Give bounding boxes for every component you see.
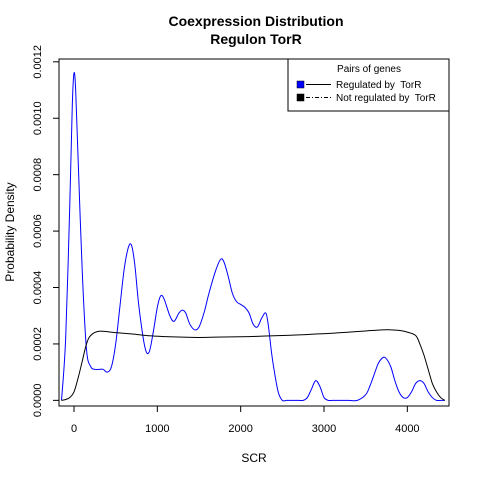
- chart-subtitle: Regulon TorR: [210, 31, 302, 47]
- y-tick-label: 0.0002: [32, 327, 44, 361]
- y-tick-label: 0.0008: [32, 158, 44, 192]
- y-tick-label: 0.0004: [32, 271, 44, 305]
- legend-swatch-not-regulated: [296, 93, 305, 102]
- y-axis-label: Probability Density: [3, 182, 17, 281]
- x-axis: 0 1000 2000 3000 4000: [71, 406, 420, 435]
- x-axis-label: SCR: [241, 451, 267, 465]
- legend: Pairs of genes Regulated by TorR Not reg…: [287, 58, 450, 112]
- y-axis: 0.0000 0.0002 0.0004 0.0006 0.0008 0.0010 0.00…: [32, 45, 59, 417]
- legend-swatch-regulated: [296, 80, 305, 89]
- x-tick-label: 2000: [228, 423, 252, 435]
- chart-title: Coexpression Distribution: [168, 13, 343, 29]
- y-tick-label: 0.0012: [32, 45, 44, 79]
- legend-label-regulated: Regulated by TorR: [336, 80, 421, 91]
- x-tick-label: 4000: [395, 423, 419, 435]
- series-line-regulated: [61, 72, 445, 402]
- x-tick-label: 3000: [312, 423, 336, 435]
- y-tick-label: 0.0006: [32, 214, 44, 248]
- series-line-not-regulated: [61, 329, 446, 401]
- legend-label-not-regulated: Not regulated by TorR: [336, 93, 436, 104]
- legend-title: Pairs of genes: [337, 64, 401, 75]
- x-tick-label: 1000: [145, 423, 169, 435]
- x-tick-label: 0: [71, 423, 77, 435]
- y-tick-label: 0.0000: [32, 384, 44, 418]
- plot-frame: [58, 58, 450, 407]
- plot-series: [61, 72, 446, 402]
- y-tick-label: 0.0010: [32, 101, 44, 135]
